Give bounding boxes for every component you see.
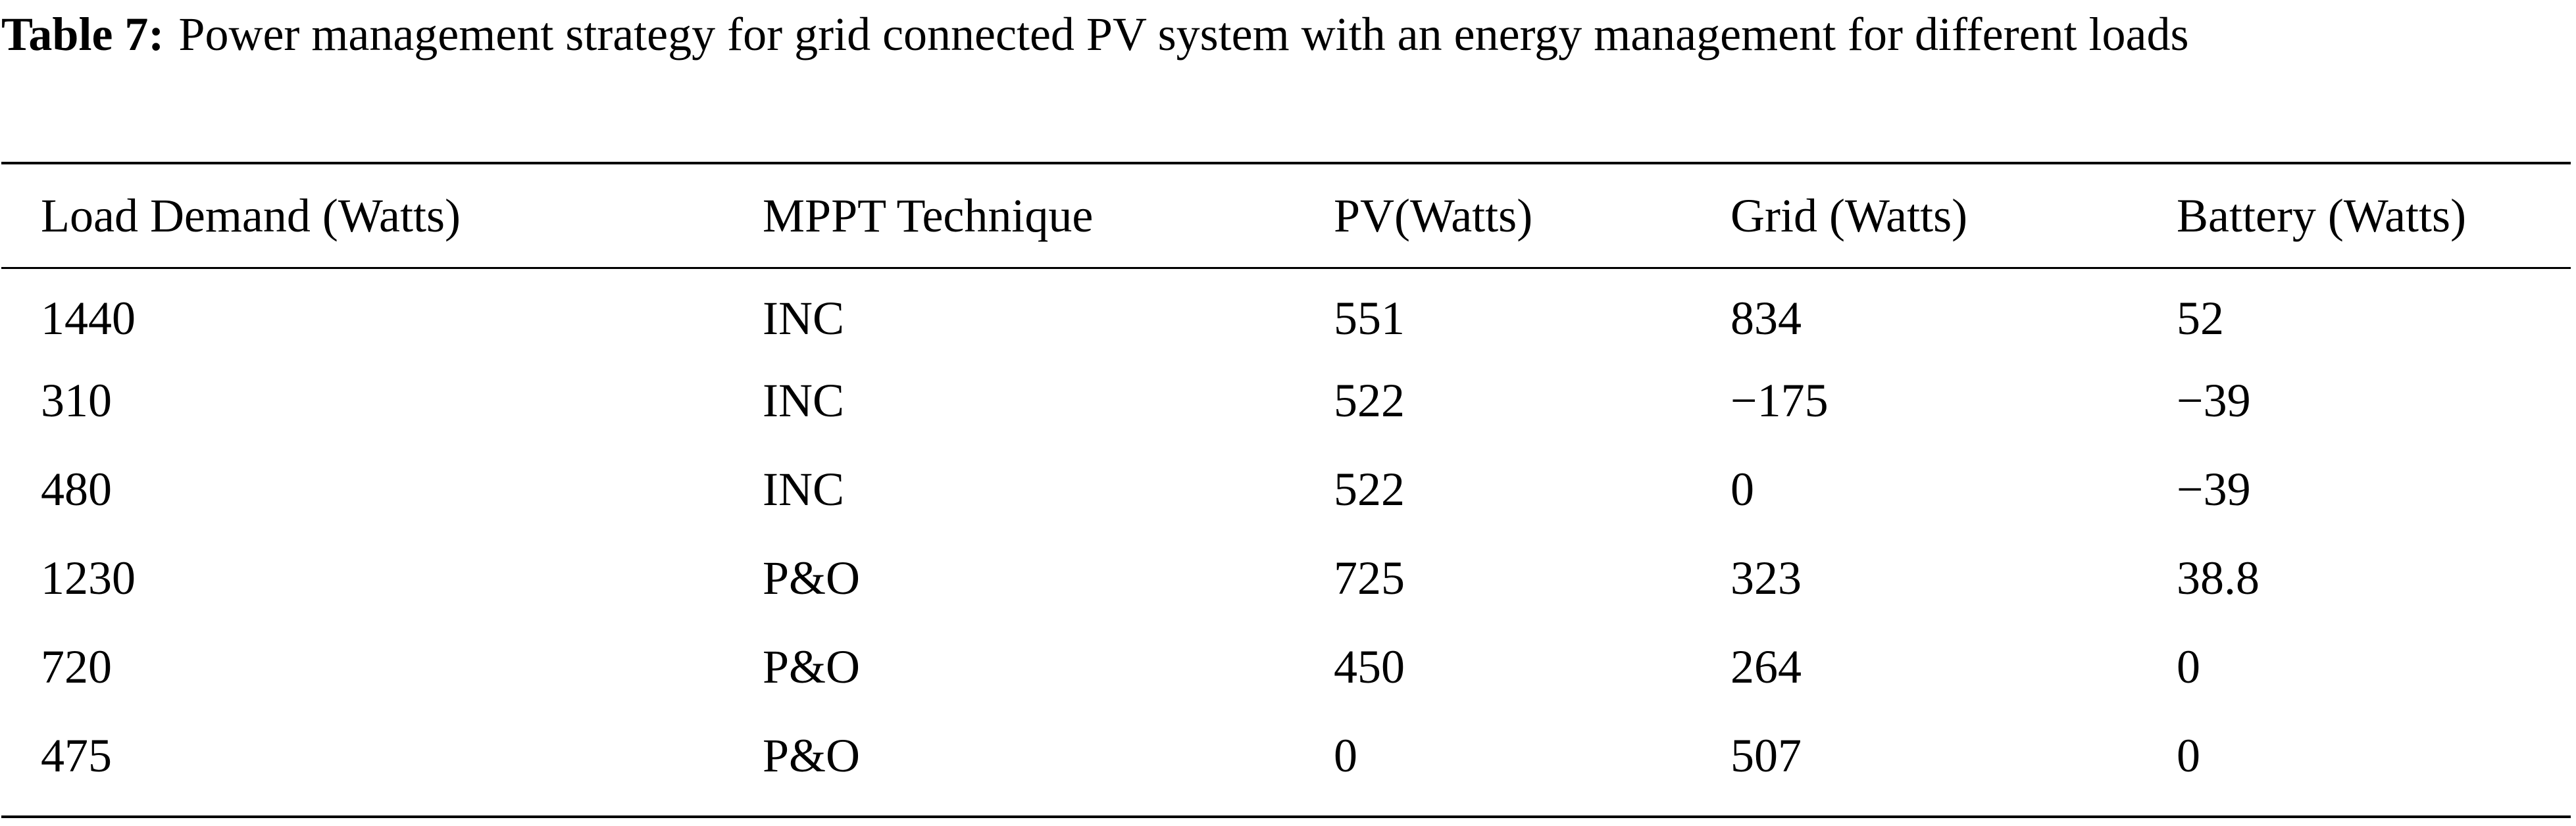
- caption-label: Table 7:: [1, 8, 164, 61]
- table-cell: 551: [1334, 291, 1405, 345]
- data-table: Load Demand (Watts) MPPT Technique PV(Wa…: [1, 164, 2571, 800]
- column-header: PV(Watts): [1334, 189, 1533, 242]
- table-cell: −175: [1730, 374, 1829, 427]
- table-cell: 310: [41, 374, 112, 427]
- table-cell: 1230: [41, 552, 136, 604]
- table-cell: 480: [41, 463, 112, 516]
- table-cell: 38.8: [2177, 552, 2260, 604]
- table-cell: 522: [1334, 374, 1405, 427]
- table-row: 1230 P&O 725 323 38.8: [1, 534, 2571, 623]
- caption-text: Power management strategy for grid conne…: [178, 8, 2189, 61]
- table-row: 1440 INC 551 834 52: [1, 267, 2571, 356]
- table-header-row: Load Demand (Watts) MPPT Technique PV(Wa…: [1, 164, 2571, 267]
- table-cell: 834: [1730, 291, 1802, 345]
- table-cell: 0: [2177, 641, 2200, 693]
- table-cell: P&O: [763, 641, 861, 693]
- table-bottom-rule: [1, 815, 2571, 818]
- table-row: 310 INC 522 −175 −39: [1, 356, 2571, 445]
- table-cell: 1440: [41, 291, 136, 345]
- table-row: 720 P&O 450 264 0: [1, 623, 2571, 712]
- table-cell: P&O: [763, 552, 861, 604]
- table-cell: 475: [41, 729, 112, 782]
- table-cell: 507: [1730, 729, 1802, 782]
- table-cell: 522: [1334, 463, 1405, 516]
- table-cell: INC: [763, 374, 844, 427]
- column-header: MPPT Technique: [763, 189, 1094, 242]
- table-cell: 725: [1334, 552, 1405, 604]
- table-cell: −39: [2177, 463, 2251, 516]
- table-cell: 323: [1730, 552, 1802, 604]
- table-cell: 720: [41, 641, 112, 693]
- table-cell: −39: [2177, 374, 2251, 427]
- table-cell: P&O: [763, 729, 861, 782]
- table-top-rule: [1, 162, 2571, 164]
- table-caption: Table 7: Power management strategy for gr…: [1, 1, 2571, 67]
- column-header: Load Demand (Watts): [41, 189, 461, 242]
- table-cell: INC: [763, 291, 844, 345]
- table-cell: 52: [2177, 291, 2224, 345]
- table-row: 480 INC 522 0 −39: [1, 445, 2571, 534]
- table-cell: 450: [1334, 641, 1405, 693]
- table-cell: 264: [1730, 641, 1802, 693]
- table-cell: 0: [2177, 729, 2200, 782]
- column-header: Grid (Watts): [1730, 189, 1968, 242]
- table-row: 475 P&O 0 507 0: [1, 712, 2571, 800]
- column-header: Battery (Watts): [2177, 189, 2467, 242]
- table-cell: INC: [763, 463, 844, 516]
- table-header-rule: [1, 267, 2571, 269]
- table-cell: 0: [1730, 463, 1754, 516]
- table-cell: 0: [1334, 729, 1357, 782]
